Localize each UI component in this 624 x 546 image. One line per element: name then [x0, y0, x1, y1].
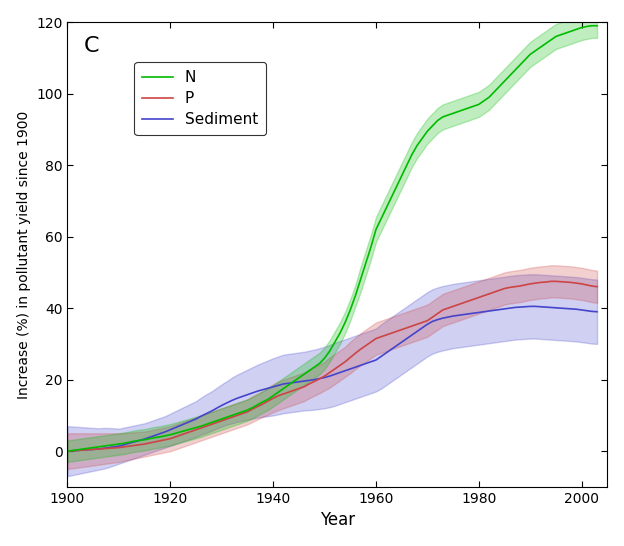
Sediment	[79, 447, 87, 453]
N	[197, 423, 205, 429]
P	[64, 448, 71, 454]
Sediment	[578, 307, 585, 313]
P	[197, 425, 205, 431]
P	[79, 447, 87, 453]
Text: C: C	[84, 36, 99, 56]
Sediment	[552, 305, 560, 311]
Sediment	[593, 308, 601, 315]
P	[218, 418, 225, 424]
Sediment	[326, 373, 333, 379]
Sediment	[218, 402, 225, 409]
N	[64, 448, 71, 454]
X-axis label: Year: Year	[320, 512, 355, 529]
Y-axis label: Increase (%) in pollutant yield since 1900: Increase (%) in pollutant yield since 19…	[17, 110, 31, 399]
Line: N: N	[67, 26, 597, 451]
Sediment	[527, 303, 534, 310]
P	[547, 278, 555, 284]
Line: P: P	[67, 281, 597, 451]
P	[326, 369, 333, 376]
Line: Sediment: Sediment	[67, 306, 597, 451]
P	[593, 283, 601, 290]
N	[79, 446, 87, 452]
Sediment	[197, 413, 205, 419]
Sediment	[64, 448, 71, 454]
N	[547, 37, 555, 43]
Legend: N, P, Sediment: N, P, Sediment	[135, 62, 266, 135]
N	[588, 22, 596, 29]
N	[593, 22, 601, 29]
N	[218, 416, 225, 422]
P	[578, 281, 585, 287]
N	[326, 348, 333, 354]
P	[552, 278, 560, 284]
N	[573, 26, 580, 33]
